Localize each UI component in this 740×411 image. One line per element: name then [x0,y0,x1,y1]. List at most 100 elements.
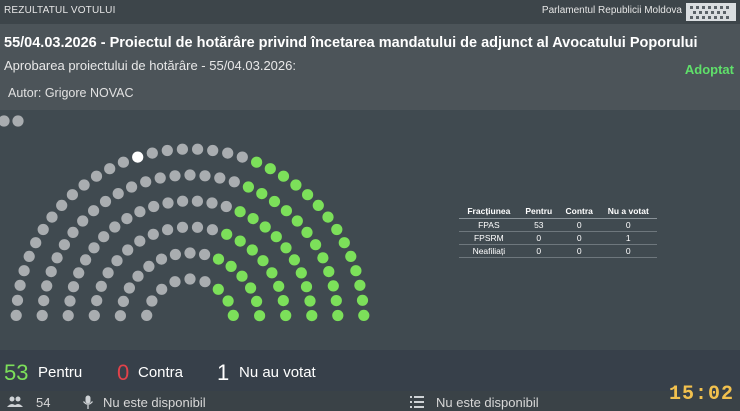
seat-empty [112,188,124,200]
seat-empty [23,250,35,262]
seat-empty [78,179,90,191]
seat-for [254,310,266,322]
seat-for [234,206,246,218]
seat-empty [184,247,196,259]
app-title: REZULTATUL VOTULUI [4,5,116,16]
seat-empty [206,197,218,209]
seat-for [273,280,285,292]
seat-empty [155,253,168,265]
seat-empty [58,239,70,251]
seat-for [266,267,278,279]
seat-not-voted [132,151,144,163]
seat-for [212,253,225,265]
seat-empty [18,265,30,277]
mic-status: Nu este disponibil [103,395,206,410]
seat-for [280,309,292,322]
seat-empty [80,254,92,266]
faction-name: FPSRM [459,231,519,245]
seat-empty [109,221,121,233]
vote-title: 55/04.03.2026 - Proiectul de hotărâre pr… [4,35,698,51]
seat-empty [66,189,78,201]
not-voted-cell: 0 [599,218,657,232]
seat-empty [207,144,219,157]
seat-empty [0,115,10,127]
seat-empty [102,267,114,279]
seat-empty [147,228,159,240]
flag-logo-icon [686,3,736,21]
seat-for [222,295,234,307]
seat-map [0,115,370,322]
seat-for [264,163,276,175]
against-count: 0 [117,360,130,385]
seat-empty [141,309,153,321]
seat-empty [73,267,85,279]
vote-subtitle: Aprobarea proiectului de hotărâre - 55/0… [4,58,296,73]
seat-empty [37,223,49,236]
seat-for [356,294,369,306]
seat-for [332,309,344,322]
seat-for [242,181,254,193]
table-row: Neafiliați 0 0 0 [459,244,657,258]
author-label: Autor: Grigore NOVAC [8,86,134,100]
seat-for [295,267,307,279]
column-header: Contra [558,204,600,219]
faction-table: Fracțiunea Pentru Contra Nu a votat FPAS… [459,204,657,258]
seat-empty [111,255,123,267]
seat-for [280,205,292,217]
seat-for [236,270,248,282]
seat-for [212,283,224,295]
present-count: 54 [36,395,51,410]
seat-for [246,244,258,256]
seat-empty [169,170,181,182]
table-row: FPAS 53 0 0 [459,218,657,232]
seat-empty [140,176,152,188]
for-cell: 53 [518,218,559,232]
seat-empty [88,309,100,322]
seat-empty [62,310,74,322]
table-row: FPSRM 0 0 1 [459,231,657,245]
list-status: Nu este disponibil [436,395,539,410]
seat-empty [156,283,168,295]
parliament-name: Parlamentul Republicii Moldova [541,5,682,16]
seat-empty [51,252,63,264]
seat-empty [169,276,181,288]
top-bar: REZULTATUL VOTULUI Parlamentul Republici… [0,0,740,24]
seat-for [259,221,271,233]
totals-bar [0,350,740,391]
seat-empty [191,195,203,207]
seat-for [245,282,257,294]
seat-for [317,252,329,264]
seat-empty [12,115,24,127]
seat-empty [199,276,211,288]
seat-empty [88,205,100,217]
seat-empty [117,295,129,307]
seat-for [323,266,335,278]
not-voted-count: 1 [217,360,230,385]
seat-for [270,231,282,243]
seat-for [354,279,366,291]
seat-for [234,235,246,247]
seat-empty [176,221,189,233]
vote-header [0,24,740,110]
seat-empty [146,147,158,159]
seat-empty [45,266,57,278]
table-header-row: Fracțiunea Pentru Contra Nu a votat [459,204,657,219]
seat-empty [67,281,80,293]
seat-for [312,199,324,211]
seat-for [304,295,316,307]
seat-for [290,179,302,191]
seat-empty [38,295,50,307]
seat-empty [134,235,146,247]
seat-empty [146,295,158,307]
seat-empty [36,309,48,322]
seat-empty [191,221,204,233]
seat-empty [169,248,181,261]
seat-for [331,223,343,236]
seat-empty [30,237,42,249]
seat-for [302,189,314,201]
seat-empty [10,309,22,321]
seat-for [350,265,362,277]
for-cell: 0 [518,244,559,258]
people-icon [7,396,23,407]
seat-empty [91,295,103,307]
